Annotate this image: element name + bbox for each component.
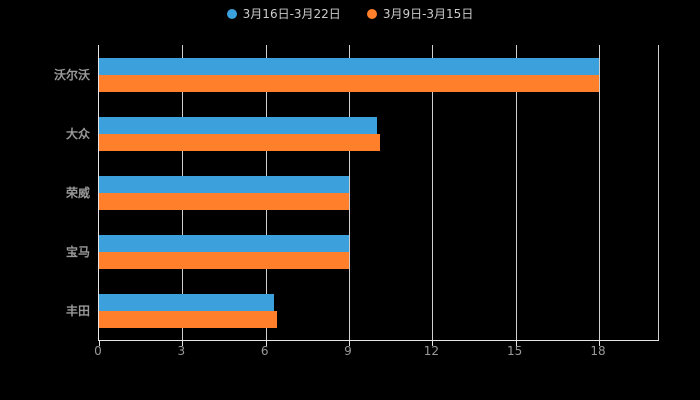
gridline: [599, 45, 600, 340]
x-axis-tick-label: 0: [94, 344, 102, 358]
bar-series1-5[interactable]: [99, 293, 274, 311]
gridline: [349, 45, 350, 340]
gridline: [515, 45, 517, 340]
legend-marker-blue-icon: [226, 9, 237, 19]
grid-right-border: [658, 45, 659, 340]
legend: 3月16日-3月22日 3月9日-3月15日: [0, 7, 700, 21]
bar-series2-5[interactable]: [99, 310, 277, 328]
bar-series1-1[interactable]: [99, 57, 599, 75]
bar-series1-2[interactable]: [99, 116, 377, 134]
axis-tick: [99, 341, 100, 346]
bar-series2-4[interactable]: [99, 251, 349, 269]
bar-series2-2[interactable]: [99, 133, 380, 151]
legend-item-week2[interactable]: 3月16日-3月22日: [226, 7, 341, 21]
category-label: 大众: [65, 126, 90, 141]
bar-series1-3[interactable]: [99, 175, 349, 193]
bar-series1-4[interactable]: [99, 234, 349, 252]
x-axis-tick-label: 6: [260, 344, 269, 358]
category-label: 沃尔沃: [53, 67, 90, 82]
axis-tick: [349, 341, 350, 346]
x-axis-tick-label: 15: [507, 344, 523, 358]
bar-series2-3[interactable]: [99, 192, 349, 210]
legend-label-week2: 3月16日-3月22日: [242, 7, 341, 21]
x-axis-labels: 0 3 6 9 12 15 18: [94, 344, 658, 360]
x-axis-tick-label: 18: [590, 344, 606, 358]
gridline: [432, 45, 434, 340]
x-axis-tick-label: 12: [423, 344, 439, 358]
category-label: 荣威: [65, 185, 90, 200]
legend-marker-orange-icon: [366, 9, 377, 19]
axis-tick: [265, 341, 267, 346]
legend-item-week1[interactable]: 3月9日-3月15日: [366, 7, 474, 21]
category-label: 宝马: [65, 244, 90, 259]
plot-area: [98, 45, 659, 346]
x-axis-tick-label: 9: [344, 344, 352, 358]
axis-tick: [599, 341, 600, 346]
x-axis-tick-label: 3: [177, 344, 186, 358]
legend-label-week1: 3月9日-3月15日: [382, 7, 474, 21]
category-label: 丰田: [65, 303, 90, 318]
category-labels: 沃尔沃大众荣威宝马丰田: [0, 45, 90, 340]
bar-series2-1[interactable]: [99, 74, 599, 92]
axis-tick: [515, 341, 517, 346]
axis-tick: [432, 341, 434, 346]
axis-tick: [182, 341, 184, 346]
